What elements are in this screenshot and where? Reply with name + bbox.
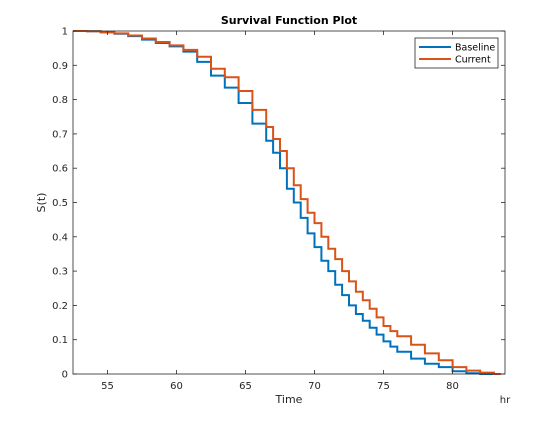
y-tick-label: 0.5 — [52, 198, 68, 209]
x-axis-label: Time — [275, 393, 303, 406]
y-tick-label: 0.6 — [52, 164, 68, 175]
y-tick-label: 1 — [62, 27, 68, 38]
legend-label-current: Current — [455, 55, 491, 66]
axes-layer: 55 60 65 70 75 80 0 0.1 0.2 0.3 0.4 0.5 0.6 0.7 0.8 0.9… — [52, 27, 505, 392]
x-tick-label: 65 — [239, 381, 252, 392]
x-tick-label: 80 — [446, 381, 459, 392]
x-tick-label: 55 — [101, 381, 114, 392]
legend-box — [414, 37, 499, 69]
y-tick-label: 0.3 — [52, 267, 68, 278]
series-line-current — [73, 30, 501, 375]
series-layer — [73, 30, 501, 375]
y-tick-label: 0.7 — [52, 129, 68, 140]
x-tick-label: 70 — [308, 381, 321, 392]
x-tick-label: 75 — [377, 381, 390, 392]
y-axis-label: S(t) — [35, 193, 48, 213]
y-tick-label: 0.4 — [52, 232, 68, 243]
y-tick-label: 0.9 — [52, 61, 68, 72]
y-tick-label: 0 — [62, 370, 68, 381]
y-tick-label: 0.2 — [52, 301, 68, 312]
x-tick-label: 60 — [170, 381, 183, 392]
x-axis-unit: hr — [500, 395, 511, 406]
chart-title: Survival Function Plot — [221, 14, 357, 27]
y-tick-label: 0.1 — [52, 335, 68, 346]
y-tick-label: 0.8 — [52, 95, 68, 106]
plot-area — [73, 31, 505, 374]
legend-label-baseline: Baseline — [455, 43, 495, 54]
